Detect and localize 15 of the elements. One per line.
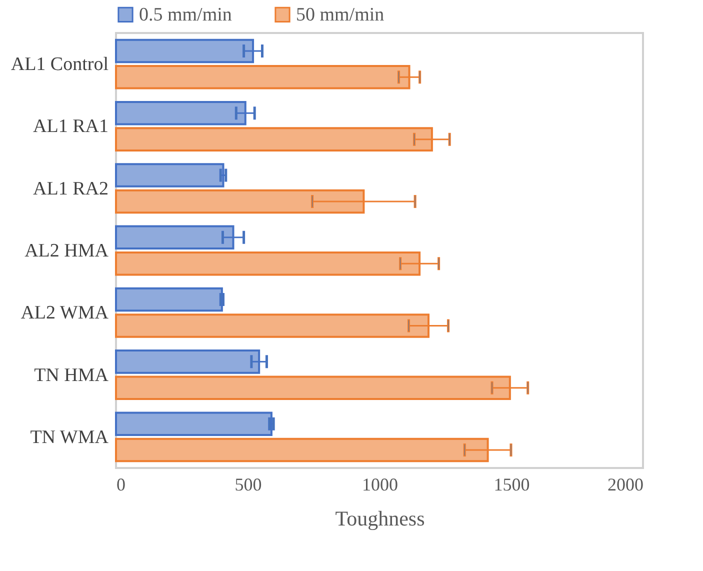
y-tick-label: AL1 RA1 [33, 116, 108, 138]
x-tick-label: 1500 [494, 474, 530, 494]
x-tick-label: 1000 [362, 474, 398, 494]
legend-label: 0.5 mm/min [139, 4, 232, 26]
x-tick-label: 0 [116, 474, 126, 494]
y-tick-label: AL2 HMA [24, 240, 109, 262]
x-tick-label: 2000 [608, 474, 644, 494]
legend-label: 50 mm/min [296, 4, 385, 26]
y-tick-label: TN WMA [30, 426, 109, 448]
y-tick-label: AL2 WMA [20, 302, 109, 324]
y-tick-label: AL1 Control [10, 54, 108, 76]
x-tick-label: 500 [234, 474, 262, 494]
y-tick-label: TN HMA [34, 364, 109, 386]
x-axis-title: Toughness [335, 506, 425, 530]
y-tick-label: AL1 RA2 [33, 178, 108, 200]
